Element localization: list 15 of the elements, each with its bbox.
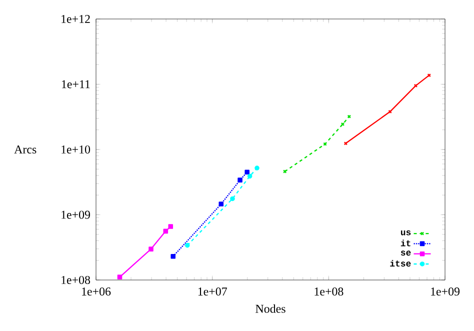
x-tick-label: 1e+08	[314, 287, 344, 296]
legend-label: se	[400, 250, 411, 256]
y-tick-label: 1e+09	[62, 210, 90, 219]
x-tick-label: 1e+09	[431, 287, 460, 296]
y-tick-label: 1e+08	[62, 276, 90, 284]
x-tick-label: 1e+07	[198, 287, 227, 296]
y-axis-title: Arcs	[14, 145, 36, 154]
y-tick-label: 1e+11	[62, 80, 90, 88]
legend-label: itse	[390, 260, 411, 267]
y-tick-label: 1e+12	[62, 14, 90, 23]
y-tick-label: 1e+10	[62, 145, 90, 154]
x-axis-title: Nodes	[256, 304, 286, 313]
legend-label: us	[400, 230, 411, 236]
legend-label: it	[400, 240, 410, 246]
x-tick-label: 1e+06	[82, 287, 111, 296]
